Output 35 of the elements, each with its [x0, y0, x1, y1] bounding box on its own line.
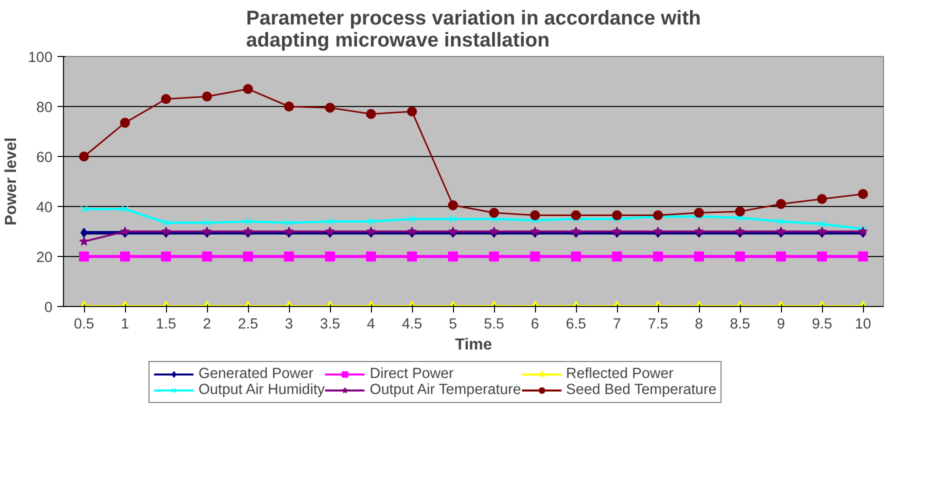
y-tick-label: 60 — [36, 150, 53, 166]
legend-label: Generated Power — [198, 366, 314, 382]
x-tick-label: 6.5 — [566, 316, 586, 332]
y-axis-title: Power level — [3, 137, 20, 226]
x-tick-label: 9.5 — [812, 316, 832, 332]
y-tick-label: 40 — [36, 200, 53, 216]
x-tick-label: 2.5 — [238, 316, 258, 332]
x-tick-label: 2 — [202, 316, 212, 332]
legend-label: Output Air Humidity — [198, 382, 325, 398]
x-tick-label: 1.5 — [156, 316, 176, 332]
x-tick-label: 5.5 — [484, 316, 504, 332]
x-tick-label: 6 — [530, 316, 540, 332]
y-tick-label: 100 — [28, 50, 53, 66]
x-tick-label: 10 — [854, 316, 872, 332]
legend-label: Output Air Temperature — [370, 382, 522, 398]
legend-label: Reflected Power — [566, 366, 674, 382]
x-tick-label: 1 — [120, 316, 130, 332]
y-tick-label: 0 — [44, 300, 53, 316]
y-tick-label: 20 — [36, 250, 53, 266]
x-tick-label: 4 — [366, 316, 376, 332]
x-tick-label: 3 — [284, 316, 294, 332]
x-tick-label: 7.5 — [648, 316, 668, 332]
x-tick-label: 9 — [776, 316, 786, 332]
x-tick-label: 7 — [612, 316, 622, 332]
x-tick-label: 8 — [694, 316, 704, 332]
x-tick-label: 3.5 — [320, 316, 340, 332]
x-tick-label: 4.5 — [402, 316, 422, 332]
x-axis-title: Time — [454, 336, 492, 354]
legend-label: Direct Power — [370, 366, 454, 382]
x-tick-label: 0.5 — [74, 316, 94, 332]
y-tick-label: 80 — [36, 100, 53, 116]
x-tick-label: 8.5 — [730, 316, 750, 332]
x-tick-label: 5 — [448, 316, 458, 332]
chart-title: Parameter process variation in accordance with adapting microwave installation — [246, 8, 701, 52]
legend-label: Seed Bed Temperature — [566, 382, 716, 398]
